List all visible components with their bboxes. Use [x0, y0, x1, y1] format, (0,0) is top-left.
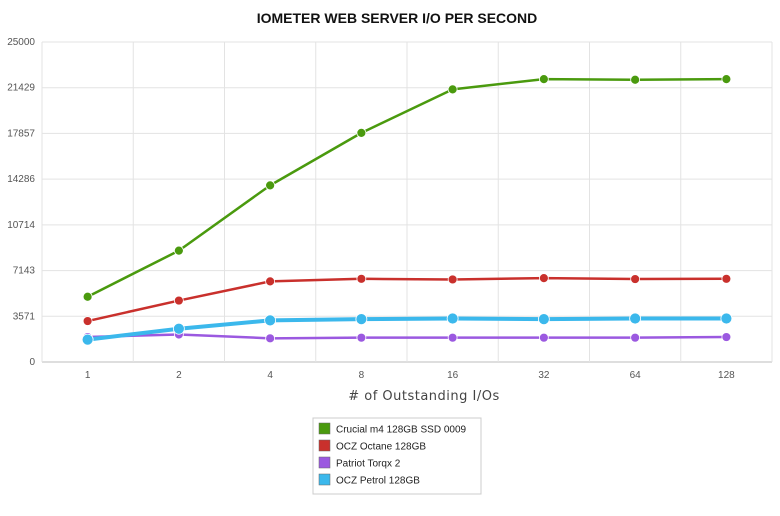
legend-label: OCZ Octane 128GB: [336, 442, 426, 453]
data-point: [173, 245, 184, 256]
data-point: [172, 322, 185, 335]
series-line: [86, 77, 728, 298]
data-point: [355, 313, 368, 326]
legend-swatch: [318, 456, 331, 469]
data-point: [265, 276, 276, 287]
series-lines: [81, 74, 733, 346]
data-point: [721, 273, 732, 284]
data-point: [721, 332, 732, 342]
y-tick-label: 7143: [13, 266, 36, 277]
legend-box: [312, 417, 482, 495]
data-point: [630, 74, 641, 85]
legend-label: OCZ Petrol 128GB: [336, 476, 420, 487]
data-point: [173, 295, 184, 306]
x-tick-label: 2: [176, 370, 182, 381]
x-tick-label: 1: [85, 370, 91, 381]
x-tick-label: 64: [630, 370, 642, 381]
data-point: [265, 180, 276, 191]
data-point: [82, 316, 93, 326]
x-tick-label: 32: [538, 370, 550, 381]
series-line: [85, 316, 729, 342]
data-point: [447, 84, 458, 95]
y-tick-label: 14286: [7, 174, 35, 185]
data-point: [264, 314, 277, 327]
x-tick-label: 4: [267, 370, 273, 381]
y-tick-label: 25000: [7, 37, 35, 48]
data-point: [356, 127, 367, 138]
data-point: [630, 274, 641, 284]
series-line: [86, 276, 728, 323]
legend-swatch: [318, 473, 331, 486]
y-tick-label: 21429: [7, 83, 35, 94]
data-point: [538, 332, 549, 343]
data-point: [81, 333, 94, 346]
data-point: [356, 332, 367, 343]
data-point: [537, 313, 550, 326]
data-point: [720, 312, 733, 325]
data-point: [447, 274, 458, 285]
data-point: [447, 332, 458, 343]
data-point: [446, 312, 459, 325]
series-line: [86, 333, 728, 340]
x-axis-label: # of Outstanding I/Os: [348, 389, 500, 404]
data-point: [82, 291, 93, 302]
data-point: [538, 273, 549, 284]
data-point: [538, 74, 549, 85]
x-axis-ticks: 1 2 4 8 16 32 64 128: [85, 370, 735, 381]
data-point: [356, 273, 367, 284]
x-tick-label: 16: [447, 370, 459, 381]
y-tick-label: 17857: [7, 128, 35, 139]
grid: [41, 41, 773, 363]
chart-title: IOMETER WEB SERVER I/O PER SECOND: [257, 10, 538, 26]
legend-swatch: [318, 439, 331, 452]
legend-swatch: [318, 422, 331, 435]
x-tick-label: 8: [359, 370, 365, 381]
data-point: [630, 332, 641, 343]
y-tick-label: 3571: [13, 311, 36, 322]
data-point: [721, 74, 732, 85]
y-tick-label: 10714: [7, 220, 35, 231]
legend-label: Patriot Torqx 2: [336, 459, 401, 470]
y-axis-ticks: 0 3571 7143 10714 14286 17857 21429 25000: [7, 37, 35, 368]
data-point: [629, 312, 642, 325]
y-tick-label: 0: [29, 357, 35, 368]
x-tick-label: 128: [718, 370, 735, 381]
legend: Crucial m4 128GB SSD 0009 OCZ Octane 128G…: [312, 417, 482, 495]
data-point: [265, 333, 276, 344]
legend-label: Crucial m4 128GB SSD 0009: [336, 425, 467, 436]
